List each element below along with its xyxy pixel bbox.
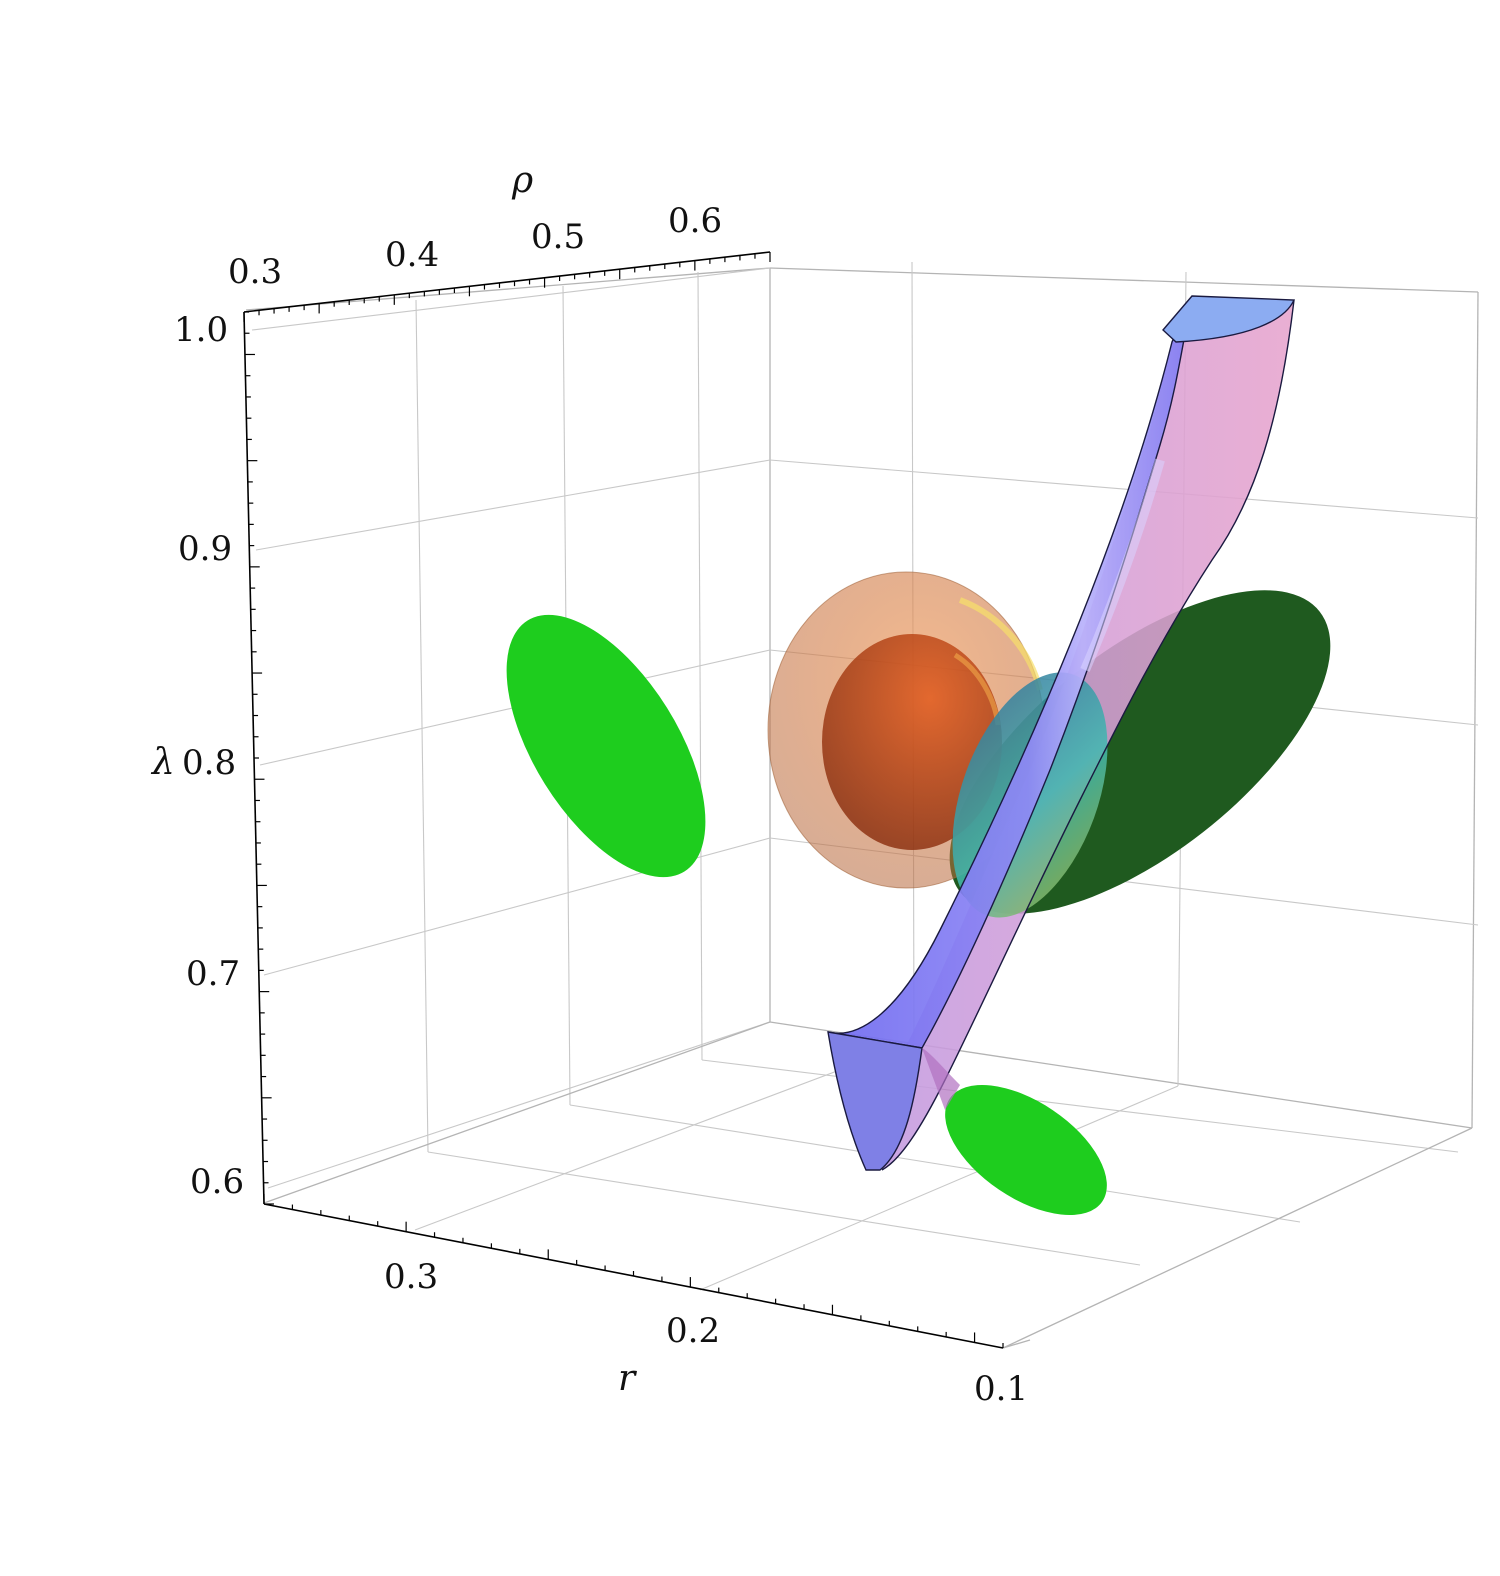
lambda-tick-label: 1.0 [174, 310, 228, 350]
lambda-tick-label: 0.9 [178, 529, 232, 569]
tube-bottom-cap [827, 1031, 960, 1171]
lambda-axis-label: λ [150, 742, 175, 783]
projection-left-ellipse [506, 614, 706, 878]
projection-bottom-ellipse [945, 1084, 1107, 1216]
r-tick-label: 0.1 [974, 1369, 1028, 1409]
r-tick-label: 0.3 [384, 1257, 438, 1297]
lambda-tick-label: 0.7 [186, 954, 240, 994]
lambda-tick-label: 0.8 [182, 743, 236, 783]
rho-tick-label: 0.3 [228, 252, 282, 292]
rho-axis-label: ρ [511, 160, 533, 201]
tick-marks [243, 252, 1004, 1348]
r-tick-label: 0.2 [666, 1311, 720, 1351]
r-tick-labels: 0.3 0.2 0.1 r [384, 1257, 1028, 1409]
r-axis-label: r [618, 1358, 637, 1399]
lambda-tick-labels: 0.6 0.7 0.8 0.9 1.0 λ [150, 310, 244, 1202]
rho-tick-labels: 0.3 0.4 0.5 0.6 ρ [228, 160, 722, 292]
rho-axis-line [243, 251, 771, 313]
rho-tick-label: 0.5 [531, 217, 585, 257]
rho-tick-label: 0.6 [668, 201, 722, 241]
lambda-tick-label: 0.6 [190, 1162, 244, 1202]
rho-tick-label: 0.4 [385, 235, 439, 275]
tube-top-cap [1162, 295, 1296, 343]
